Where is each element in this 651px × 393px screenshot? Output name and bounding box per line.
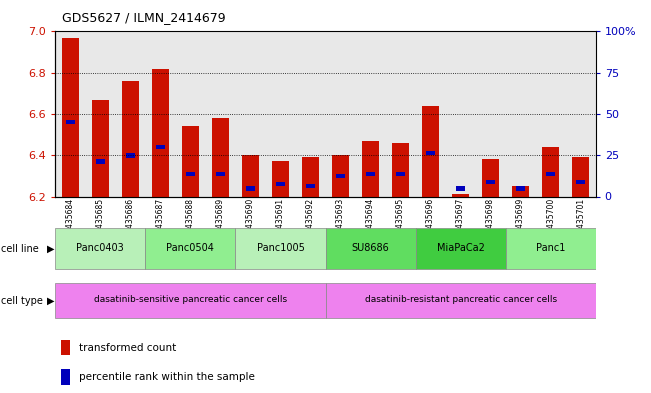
Text: transformed count: transformed count: [79, 343, 176, 353]
Bar: [206, 31, 236, 196]
Text: dasatinib-resistant pancreatic cancer cells: dasatinib-resistant pancreatic cancer ce…: [365, 296, 557, 304]
Bar: [302, 157, 319, 196]
Bar: [362, 141, 379, 196]
Bar: [516, 186, 525, 191]
Bar: [85, 31, 115, 196]
Bar: [393, 143, 409, 196]
Bar: [422, 106, 439, 196]
Bar: [55, 228, 145, 269]
Bar: [445, 31, 476, 196]
Bar: [62, 38, 79, 197]
Bar: [512, 186, 529, 196]
Bar: [212, 118, 229, 196]
Bar: [576, 180, 585, 184]
Bar: [506, 31, 536, 196]
Bar: [326, 283, 596, 318]
Bar: [236, 31, 266, 196]
Bar: [272, 162, 289, 196]
Bar: [415, 31, 445, 196]
Bar: [385, 31, 415, 196]
Bar: [546, 171, 555, 176]
Bar: [175, 31, 206, 196]
Bar: [355, 31, 385, 196]
Bar: [126, 153, 135, 158]
Text: ▶: ▶: [47, 244, 55, 253]
Bar: [542, 147, 559, 196]
Bar: [306, 184, 315, 189]
Bar: [242, 155, 258, 196]
Bar: [145, 31, 175, 196]
Bar: [536, 31, 566, 196]
Bar: [156, 145, 165, 149]
Bar: [415, 228, 506, 269]
Bar: [336, 174, 345, 178]
Bar: [246, 186, 255, 191]
Text: cell line: cell line: [1, 244, 39, 253]
Bar: [452, 195, 469, 196]
Bar: [456, 186, 465, 191]
Text: ▶: ▶: [47, 296, 55, 306]
Bar: [506, 228, 596, 269]
Bar: [96, 159, 105, 164]
Text: GDS5627 / ILMN_2414679: GDS5627 / ILMN_2414679: [62, 11, 225, 24]
Text: Panc1: Panc1: [536, 242, 565, 253]
Text: MiaPaCa2: MiaPaCa2: [437, 242, 484, 253]
Text: cell type: cell type: [1, 296, 43, 306]
Bar: [92, 99, 109, 196]
Bar: [186, 171, 195, 176]
Bar: [66, 120, 75, 125]
Text: Panc0403: Panc0403: [76, 242, 124, 253]
Text: SU8686: SU8686: [352, 242, 389, 253]
Bar: [115, 31, 145, 196]
Bar: [572, 157, 589, 196]
Bar: [216, 171, 225, 176]
Bar: [122, 81, 139, 196]
Text: dasatinib-sensitive pancreatic cancer cells: dasatinib-sensitive pancreatic cancer ce…: [94, 296, 287, 304]
Bar: [366, 171, 375, 176]
Text: Panc0504: Panc0504: [167, 242, 214, 253]
Bar: [326, 31, 355, 196]
Bar: [145, 228, 236, 269]
Bar: [326, 228, 415, 269]
Bar: [61, 340, 70, 355]
Bar: [182, 127, 199, 196]
Bar: [486, 180, 495, 184]
Bar: [236, 228, 326, 269]
Bar: [332, 155, 349, 196]
Bar: [476, 31, 506, 196]
Bar: [152, 69, 169, 196]
Bar: [296, 31, 326, 196]
Bar: [266, 31, 296, 196]
Bar: [566, 31, 596, 196]
Bar: [426, 151, 435, 156]
Text: percentile rank within the sample: percentile rank within the sample: [79, 372, 255, 382]
Bar: [55, 283, 325, 318]
Bar: [482, 160, 499, 196]
Text: Panc1005: Panc1005: [256, 242, 305, 253]
Bar: [61, 369, 70, 385]
Bar: [396, 171, 405, 176]
Bar: [276, 182, 285, 186]
Bar: [55, 31, 85, 196]
